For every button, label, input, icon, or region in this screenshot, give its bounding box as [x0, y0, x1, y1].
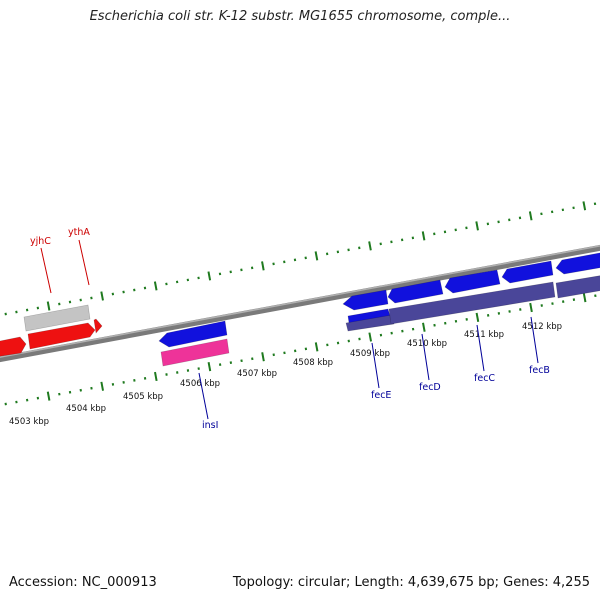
- scale-tick: [582, 293, 587, 303]
- scale-tick: [314, 342, 319, 352]
- kbp-label: 4507 kbp: [237, 369, 277, 379]
- gene-small-red-arrow[interactable]: [93, 318, 103, 334]
- scale-tick: [207, 271, 212, 281]
- gene-label-fecC[interactable]: fecC: [474, 373, 495, 384]
- gene-label-fecD[interactable]: fecD: [419, 382, 441, 393]
- scale-tick: [368, 332, 373, 342]
- gene-label-yjhC[interactable]: yjhC: [30, 236, 51, 247]
- scale-tick: [261, 261, 265, 271]
- gene-red-arrow[interactable]: [0, 336, 27, 357]
- gene-yjhC-feature[interactable]: [23, 304, 91, 332]
- scale-tick: [529, 302, 533, 313]
- gene-fecB-arrow[interactable]: [501, 260, 554, 284]
- kbp-label: 4510 kbp: [407, 339, 447, 349]
- scale-tick: [528, 211, 533, 221]
- scale-tick: [154, 371, 158, 382]
- scale-tick: [421, 231, 426, 241]
- kbp-label: 4508 kbp: [293, 358, 333, 368]
- scale-tick: [368, 241, 372, 251]
- scale-tick: [46, 391, 51, 401]
- gene-leader-line: [40, 247, 52, 294]
- lower-tick-row: [4, 293, 597, 406]
- scale-tick: [153, 281, 158, 291]
- map-title: Escherichia coli str. K-12 substr. MG165…: [89, 9, 511, 24]
- gene-leader-line: [530, 316, 539, 364]
- gene-labels: yjhC ythA insI fecE fecD fecC fecB: [30, 227, 550, 431]
- scale-tick: [422, 322, 426, 332]
- scale-tick: [261, 352, 265, 362]
- scale-tick: [46, 301, 51, 311]
- gene-insI-arrow[interactable]: [158, 320, 228, 348]
- gene-label-insI[interactable]: insI: [202, 420, 218, 431]
- kbp-label: 4512 kbp: [522, 322, 562, 332]
- kbp-label: 4509 kbp: [350, 349, 390, 359]
- scale-tick: [475, 221, 479, 231]
- kbp-label: 4506 kbp: [180, 379, 220, 389]
- gene-leader-line: [421, 333, 430, 381]
- gene-feature-right[interactable]: [555, 274, 600, 299]
- gene-fecE-feature[interactable]: [345, 314, 395, 332]
- gene-leader-line: [371, 342, 380, 389]
- gene-ythA-arrow[interactable]: [27, 322, 96, 350]
- gene-fec-feature-band[interactable]: [388, 281, 556, 325]
- gene-label-fecE[interactable]: fecE: [371, 390, 391, 401]
- scale-tick: [582, 201, 587, 211]
- scale-tick: [100, 381, 105, 391]
- gene-blue-arrow-right[interactable]: [555, 251, 600, 275]
- gene-leader-line: [198, 372, 209, 420]
- scale-tick: [207, 361, 212, 372]
- genome-stats: Topology: circular; Length: 4,639,675 bp…: [232, 575, 590, 590]
- gene-insI-feature[interactable]: [160, 338, 230, 367]
- scale-tick: [475, 312, 480, 322]
- kbp-label: 4505 kbp: [123, 392, 163, 402]
- kbp-label: 4503 kbp: [9, 417, 49, 427]
- gene-fecC-arrow[interactable]: [444, 269, 501, 294]
- gene-label-ythA[interactable]: ythA: [68, 227, 90, 238]
- kbp-scale-labels: 4503 kbp 4504 kbp 4505 kbp 4506 kbp 4507 kbp…: [9, 322, 562, 427]
- accession-text: Accession: NC_000913: [9, 575, 157, 590]
- gene-fecD-arrow[interactable]: [387, 279, 444, 304]
- upper-tick-row: [4, 201, 597, 316]
- gene-leader-line: [78, 239, 90, 286]
- gene-leader-line: [476, 324, 485, 372]
- kbp-label: 4504 kbp: [66, 404, 106, 414]
- gene-fecE-arrow[interactable]: [342, 289, 389, 311]
- scale-tick: [100, 291, 104, 301]
- scale-tick: [314, 251, 319, 261]
- chromosome-backbone-highlight: [0, 245, 600, 358]
- gene-label-fecB[interactable]: fecB: [529, 365, 550, 376]
- kbp-label: 4511 kbp: [464, 330, 504, 340]
